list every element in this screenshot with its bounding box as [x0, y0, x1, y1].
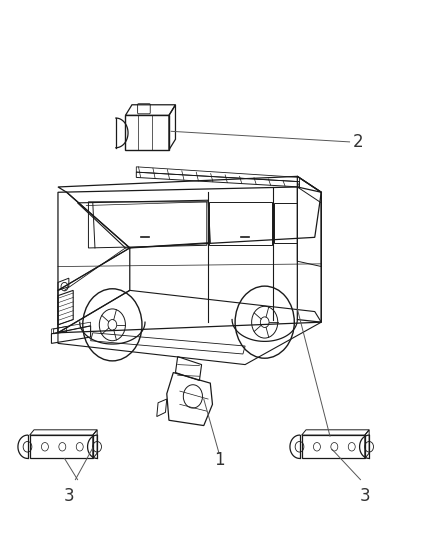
- Text: 1: 1: [214, 451, 224, 469]
- Text: 2: 2: [353, 133, 364, 151]
- Text: 3: 3: [64, 487, 74, 505]
- Text: 3: 3: [360, 487, 370, 505]
